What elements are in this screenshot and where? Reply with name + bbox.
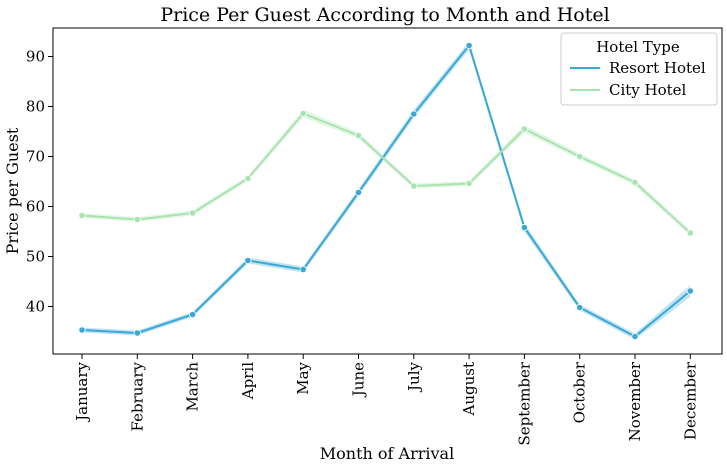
x-tick-label: September bbox=[515, 361, 533, 445]
data-point-city-hotel bbox=[189, 209, 197, 217]
data-point-city-hotel bbox=[299, 109, 307, 118]
y-tick-label: 90 bbox=[26, 48, 45, 66]
x-tick-label: December bbox=[681, 361, 699, 440]
data-point-resort-hotel bbox=[520, 223, 529, 232]
legend-label-resort-hotel: Resort Hotel bbox=[609, 59, 706, 77]
plot-frame bbox=[52, 27, 723, 355]
x-tick-label: April bbox=[239, 362, 257, 400]
x-tick-label: November bbox=[626, 361, 644, 441]
plot-area bbox=[78, 41, 694, 341]
data-point-city-hotel bbox=[465, 179, 473, 188]
y-tick-label: 80 bbox=[26, 98, 45, 116]
x-tick-label: January bbox=[73, 361, 91, 422]
x-tick-label: May bbox=[294, 361, 312, 394]
legend-title: Hotel Type bbox=[596, 38, 680, 56]
chart-title: Price Per Guest According to Month and H… bbox=[160, 4, 609, 26]
data-point-resort-hotel bbox=[78, 326, 86, 334]
legend-label-city-hotel: City Hotel bbox=[609, 81, 687, 99]
data-point-city-hotel bbox=[244, 174, 252, 183]
legend-box bbox=[560, 32, 718, 106]
series-line-city-hotel bbox=[81, 112, 691, 234]
y-tick-label: 70 bbox=[26, 148, 45, 166]
data-point-resort-hotel bbox=[133, 329, 141, 337]
data-point-resort-hotel bbox=[299, 265, 307, 274]
data-point-resort-hotel bbox=[410, 110, 418, 118]
data-point-resort-hotel bbox=[631, 332, 639, 341]
series-line-resort-hotel bbox=[81, 44, 691, 338]
x-tick-label: July bbox=[405, 361, 423, 392]
y-tick-label: 60 bbox=[26, 198, 45, 216]
data-point-resort-hotel bbox=[354, 188, 363, 197]
data-point-city-hotel bbox=[576, 152, 584, 161]
x-tick-label: March bbox=[184, 362, 202, 412]
data-point-city-hotel bbox=[133, 215, 141, 224]
axes: 40 50 60 70 80 90 January February March April May… bbox=[26, 48, 699, 446]
x-tick-label: February bbox=[128, 361, 146, 431]
data-point-city-hotel bbox=[520, 125, 529, 133]
y-axis-title: Price per Guest bbox=[3, 127, 22, 254]
x-tick-label: October bbox=[571, 361, 589, 423]
y-tick-label: 50 bbox=[26, 248, 45, 266]
x-axis-title: Month of Arrival bbox=[320, 444, 454, 463]
data-point-resort-hotel bbox=[465, 41, 473, 50]
data-point-resort-hotel bbox=[686, 287, 694, 295]
data-point-city-hotel bbox=[78, 211, 86, 220]
data-point-city-hotel bbox=[631, 178, 639, 187]
x-tick-label: June bbox=[350, 362, 368, 398]
data-point-city-hotel bbox=[354, 131, 363, 140]
legend: Hotel Type Resort Hotel City Hotel bbox=[560, 32, 718, 106]
y-tick-label: 40 bbox=[26, 298, 45, 316]
data-point-city-hotel bbox=[686, 229, 694, 237]
data-point-city-hotel bbox=[410, 182, 418, 190]
data-point-resort-hotel bbox=[244, 256, 252, 265]
data-point-resort-hotel bbox=[189, 310, 197, 319]
data-point-resort-hotel bbox=[576, 303, 584, 312]
x-tick-label: August bbox=[460, 362, 478, 416]
